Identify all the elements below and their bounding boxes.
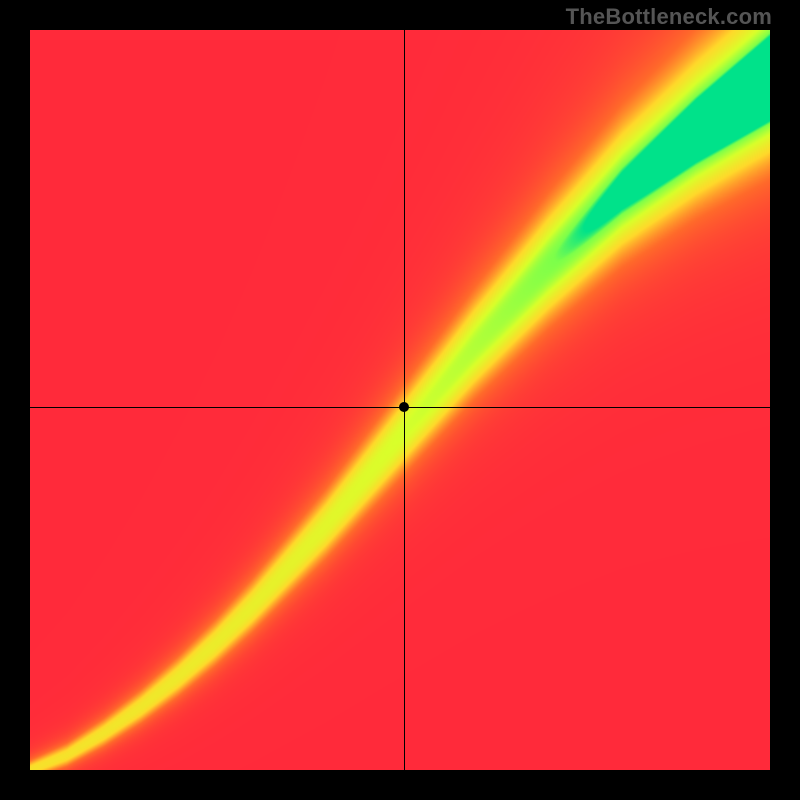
marker-dot (399, 402, 409, 412)
heatmap-canvas (30, 30, 770, 770)
heatmap-plot (30, 30, 770, 770)
watermark-text: TheBottleneck.com (566, 4, 772, 30)
crosshair-vertical (404, 30, 405, 770)
